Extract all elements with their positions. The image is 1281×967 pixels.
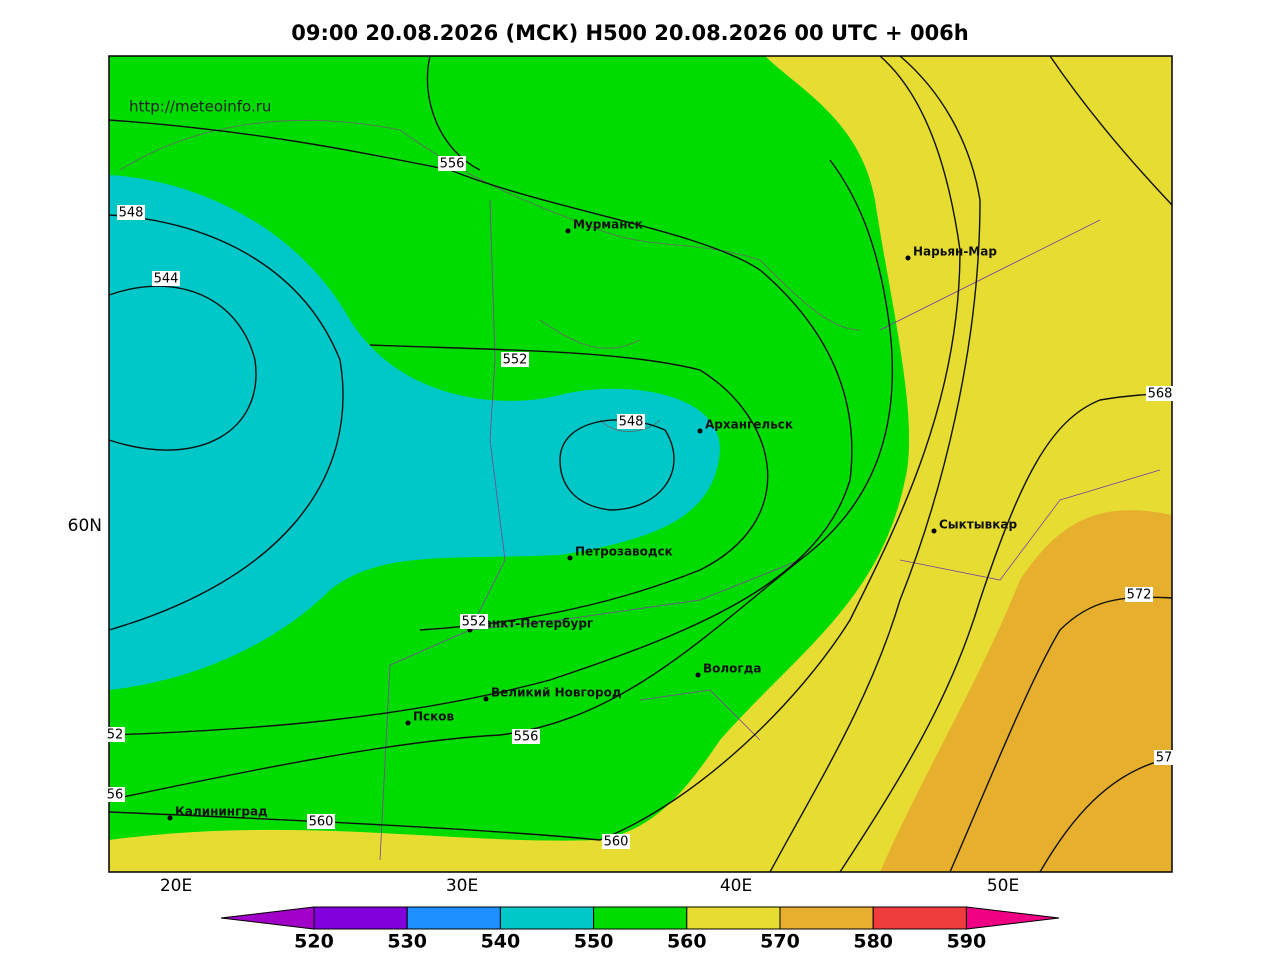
colorbar-segment <box>779 906 874 930</box>
colorbar-label: 520 <box>294 931 334 953</box>
lon-label: 50E <box>987 876 1019 896</box>
colorbar-segment <box>593 906 688 930</box>
contour-label: 544 <box>154 272 179 287</box>
contour-label-bg <box>152 271 180 286</box>
colorbar-segment <box>686 906 781 930</box>
city-label: Сыктывкар <box>939 518 1017 532</box>
lon-label: 30E <box>446 876 478 896</box>
colorbar-label: 590 <box>947 931 987 953</box>
city-dot <box>697 428 703 434</box>
city-label: Великий Новгород <box>491 686 622 700</box>
map-frame <box>108 55 1173 873</box>
colorbar-segment <box>406 906 501 930</box>
contour-label-bg <box>1146 386 1174 401</box>
contour-label-bg <box>1154 750 1174 765</box>
contour-label: 56 <box>107 788 124 803</box>
contour-label: 556 <box>440 157 465 172</box>
contours <box>108 55 1173 873</box>
contour-label: 560 <box>604 835 629 850</box>
borders <box>119 119 1161 861</box>
contour-label-bg <box>438 156 466 171</box>
lon-label: 20E <box>160 876 192 896</box>
contour-label-bg <box>512 729 540 744</box>
contour-label-bg <box>117 205 145 220</box>
city-label: Псков <box>413 710 455 724</box>
contour-label: 552 <box>462 615 487 630</box>
city-dot <box>931 528 937 534</box>
city-dot <box>405 720 411 726</box>
city-label: Архангельск <box>705 418 793 432</box>
colorbar-label: 550 <box>574 931 614 953</box>
city-label: Вологда <box>703 662 761 676</box>
contour-label: 560 <box>309 815 334 830</box>
city-label: Петрозаводск <box>575 545 673 559</box>
contour-label-bg <box>1125 587 1153 602</box>
city-label: Калининград <box>175 805 268 819</box>
contour-label: 57 <box>1156 751 1173 766</box>
contour-label: 552 <box>503 353 528 368</box>
contour-label-bg <box>105 787 125 802</box>
contour-label: 548 <box>619 415 644 430</box>
contour-label-bg <box>602 834 630 849</box>
colorbar-cap <box>220 906 315 930</box>
city-label: Мурманск <box>573 218 643 232</box>
source: http://meteoinfo.ru <box>129 98 271 116</box>
contour-label: 556 <box>514 730 539 745</box>
colorbar-segment <box>313 906 408 930</box>
contour-label: 568 <box>1148 387 1173 402</box>
colorbar-segment <box>872 906 967 930</box>
contour-label-bg <box>617 414 645 429</box>
contour-label: 548 <box>119 206 144 221</box>
map-fill <box>109 56 1172 872</box>
city-label: Санкт-Петербург <box>475 617 593 631</box>
contour-label-bg <box>307 814 335 829</box>
colorbar-label: 530 <box>387 931 427 953</box>
lat-label: 60N <box>68 516 102 536</box>
contour-label: 52 <box>107 728 124 743</box>
contour-label-bg <box>460 614 488 629</box>
contour-label: 572 <box>1127 588 1152 603</box>
city-dot <box>695 672 701 678</box>
colorbar-label: 540 <box>481 931 521 953</box>
contour-label-bg <box>501 352 529 367</box>
colorbar-label: 580 <box>853 931 893 953</box>
colorbar-label: 560 <box>667 931 707 953</box>
city-dot <box>905 255 911 261</box>
city-dot <box>565 228 571 234</box>
contour-label-bg <box>105 727 125 742</box>
title: 09:00 20.08.2026 (МСК) H500 20.08.2026 0… <box>291 21 969 45</box>
city-dot <box>167 815 173 821</box>
colorbar-cap <box>965 906 1060 930</box>
colorbar-label: 570 <box>760 931 800 953</box>
city-label: Нарьян-Мар <box>913 245 997 259</box>
lon-label: 40E <box>720 876 752 896</box>
city-dot <box>483 696 489 702</box>
colorbar-segment <box>499 906 595 930</box>
city-dot <box>567 555 573 561</box>
